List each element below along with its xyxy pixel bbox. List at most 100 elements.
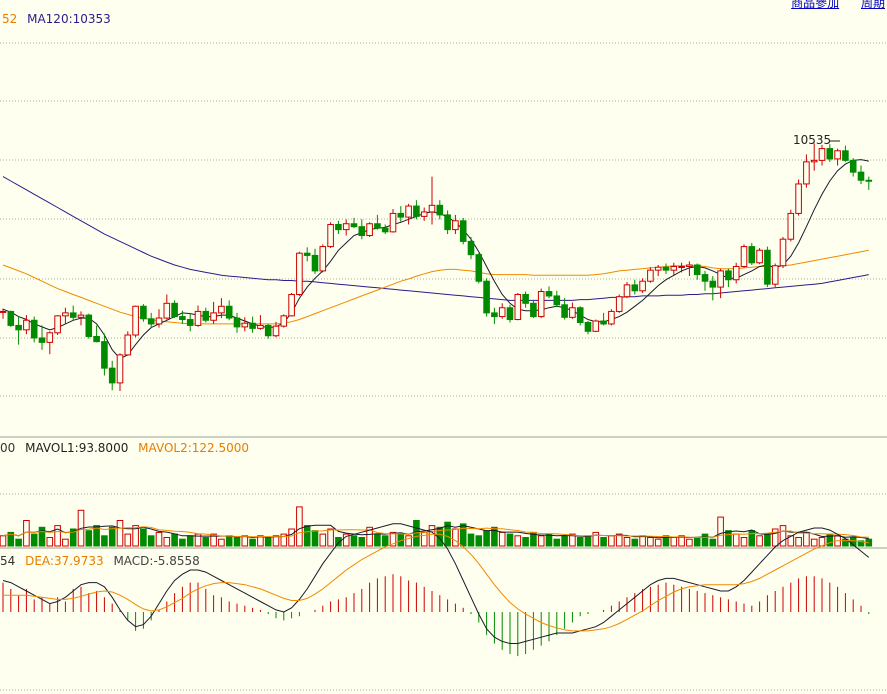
volume-bar	[46, 537, 54, 547]
volume-bar	[678, 535, 685, 547]
volume-legend-mavol1: MAVOL1:93.8000	[25, 441, 128, 455]
volume-bar	[303, 525, 311, 547]
candle-body	[202, 310, 210, 321]
volume-bar	[452, 528, 459, 547]
main-legend: 52 MA120:10353	[2, 12, 111, 26]
candle-body	[771, 265, 779, 285]
header-link-2[interactable]: 周期	[860, 0, 885, 10]
candle-body	[826, 148, 834, 160]
volume-bar	[7, 531, 15, 547]
candle-body	[15, 324, 22, 331]
volume-bar	[171, 533, 178, 547]
candle-body	[280, 315, 288, 327]
candle-body	[38, 337, 46, 343]
candle-body	[693, 264, 701, 276]
candle-body	[506, 307, 514, 321]
candle-body	[670, 265, 678, 271]
header-links: 商品參加 周期	[773, 0, 885, 11]
volume-bar	[561, 535, 568, 547]
candle-body	[709, 280, 717, 288]
volume-bar	[163, 537, 171, 547]
volume-bar	[108, 526, 116, 547]
macd-series	[2, 523, 870, 657]
volume-bar	[444, 521, 451, 547]
volume-bar	[600, 537, 607, 547]
candle-body	[93, 335, 100, 343]
volume-bar	[686, 538, 693, 547]
candle-body	[514, 293, 522, 321]
candle-body	[795, 183, 802, 214]
volume-bar	[849, 537, 857, 547]
mavol1-line	[2, 524, 869, 539]
volume-bar	[249, 538, 256, 547]
volume-bar	[756, 535, 763, 547]
candle-body	[615, 296, 623, 312]
candle-body	[779, 238, 787, 267]
moving-average-lines	[2, 159, 869, 360]
volume-legend: 00 MAVOL1:93.8000 MAVOL2:122.5000	[0, 441, 249, 455]
header-link-1[interactable]: 商品參加	[791, 0, 840, 10]
candle-body	[155, 317, 163, 325]
volume-bar	[69, 528, 77, 547]
volume-bar	[30, 533, 38, 547]
volume-bar	[241, 535, 249, 547]
volume-bar	[857, 540, 865, 547]
volume-bar	[0, 535, 7, 547]
candle-body	[740, 246, 748, 267]
volume-bar	[467, 533, 475, 547]
volume-bar	[631, 538, 639, 547]
volume-bar	[771, 528, 779, 547]
candle-body	[810, 159, 818, 163]
volume-bar	[366, 526, 373, 547]
candle-body	[163, 302, 171, 319]
volume-bar	[85, 530, 93, 547]
volume-bar	[335, 537, 342, 547]
volume-bar	[202, 537, 210, 547]
volume-bar	[218, 538, 225, 547]
volume-bar	[124, 533, 132, 547]
volume-bar	[639, 535, 646, 547]
volume-bar	[280, 533, 288, 547]
candle-body	[732, 265, 740, 281]
candle-body	[218, 305, 225, 314]
candle-body	[397, 212, 405, 218]
candlestick-series	[0, 143, 873, 391]
candle-body	[257, 324, 264, 329]
chart-grid	[0, 42, 887, 691]
volume-bar	[654, 538, 662, 547]
candle-body	[241, 322, 249, 328]
macd-legend-macd: MACD:-5.8558	[113, 554, 199, 568]
volume-bar	[592, 531, 600, 547]
candle-body	[865, 179, 873, 182]
candle-body	[413, 205, 420, 217]
candle-body	[654, 266, 662, 271]
candle-body	[85, 314, 93, 337]
volume-bar	[537, 535, 545, 547]
candle-body	[436, 204, 444, 216]
candle-body	[249, 322, 256, 329]
volume-bar	[327, 528, 334, 547]
ma-mid-line	[2, 249, 869, 325]
candle-body	[818, 148, 826, 161]
volume-bar	[787, 535, 795, 547]
candle-body	[678, 265, 685, 268]
candle-body	[116, 354, 124, 384]
volume-legend-prefix: 00	[0, 441, 15, 455]
candle-body	[576, 307, 584, 323]
candle-body	[194, 310, 202, 326]
volume-bar	[155, 531, 163, 547]
volume-bar	[132, 525, 139, 547]
candle-body	[288, 293, 295, 317]
volume-bar	[732, 533, 740, 547]
candle-body	[405, 205, 412, 218]
volume-bar	[569, 533, 576, 547]
candle-body	[834, 150, 841, 160]
volume-bar	[296, 506, 303, 547]
volume-bar	[693, 537, 701, 547]
volume-bar	[459, 523, 467, 547]
candle-body	[545, 291, 553, 297]
volume-bar	[358, 537, 366, 547]
candle-body	[366, 223, 373, 237]
candle-body	[803, 161, 810, 185]
